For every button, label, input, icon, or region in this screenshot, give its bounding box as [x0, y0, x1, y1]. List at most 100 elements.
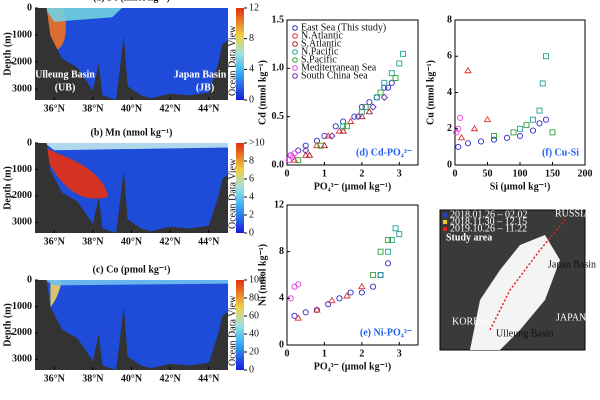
colorbar-tick-label: 8	[249, 155, 254, 166]
point	[339, 127, 347, 134]
point	[358, 103, 365, 111]
point	[291, 150, 298, 157]
point	[313, 306, 321, 313]
legend-marker	[443, 213, 447, 217]
map-label: KOREA	[452, 316, 487, 327]
point	[373, 94, 380, 101]
y-label: Cd (nmol kg⁻¹)	[257, 60, 268, 125]
map-label: JAPAN	[556, 312, 586, 323]
legend-marker	[443, 220, 447, 224]
point	[287, 152, 294, 159]
legend-marker	[443, 227, 447, 231]
legend-label: N.Pacific	[301, 46, 339, 57]
y-tick-label: 4	[279, 293, 284, 304]
point	[549, 129, 556, 136]
point	[366, 99, 373, 106]
x-tick-label: 3	[397, 348, 402, 359]
point	[380, 93, 388, 101]
point	[358, 289, 365, 296]
x-tick-label: 36°N	[44, 236, 66, 247]
map-label: Japan Basin	[548, 259, 596, 270]
x-tick-label: 40°N	[121, 103, 143, 114]
colorbar-tick-label: 0	[249, 364, 254, 375]
panel: East Sea (This study)N.AtlanticS.Atlanti…	[257, 14, 419, 192]
x-tick-label: 0	[285, 168, 290, 179]
point	[302, 146, 310, 155]
colorbar-tick-label: 6	[249, 173, 254, 184]
colorbar-tick-label: 0	[249, 94, 254, 105]
point	[362, 104, 369, 110]
point	[302, 309, 309, 316]
bathymetry	[35, 280, 228, 370]
point	[343, 123, 350, 130]
colorbar-tick-label: 12	[249, 2, 259, 13]
x-tick-label: 2	[359, 168, 364, 179]
point	[388, 237, 395, 243]
point	[295, 281, 302, 288]
bathymetry	[35, 8, 228, 100]
y-tick-label: 1.5	[272, 14, 285, 25]
point	[396, 60, 403, 67]
point	[529, 127, 537, 134]
point	[377, 272, 384, 278]
point	[455, 143, 462, 150]
legend-label: 2018.11.30 – 12.15	[450, 216, 527, 227]
point	[388, 79, 395, 86]
colorbar-tick-label: 40	[249, 328, 259, 339]
field-patch	[44, 8, 122, 22]
x-tick-label: 1	[322, 168, 327, 179]
colorbar-label: Ocean Data View	[227, 158, 238, 229]
colorbar-tick-label: 60	[249, 310, 259, 321]
colorbar-tick-label: 80	[249, 292, 259, 303]
point	[295, 157, 302, 164]
point	[325, 301, 332, 308]
legend-label: South China Sea	[301, 70, 368, 81]
point	[510, 129, 517, 136]
colorbar-tick-label: 2	[249, 209, 254, 220]
colorbar-tick-label: 4	[249, 191, 254, 202]
point	[335, 127, 344, 134]
annotation: Ulleung Basin	[35, 69, 95, 80]
legend-label: East Sea (This study)	[301, 22, 386, 33]
point	[370, 283, 377, 290]
legend-label: S.Atlantic	[301, 38, 342, 49]
point	[396, 231, 403, 238]
x-label: PO₄³⁻ (μmol kg⁻¹)	[314, 181, 391, 192]
point	[328, 132, 336, 140]
y-tick-label: 1000	[12, 301, 32, 312]
colorbar	[236, 8, 244, 100]
y-tick-label: 3000	[12, 217, 32, 228]
y-tick-label: 0.0	[272, 159, 285, 170]
point	[517, 125, 523, 132]
point	[291, 312, 298, 319]
point	[343, 292, 351, 299]
x-tick-label: 1	[322, 348, 327, 359]
x-tick-label: 42°N	[159, 236, 181, 247]
y-tick-label: 3000	[12, 83, 32, 94]
colorbar-tick-label: 0	[249, 227, 254, 238]
x-tick-label: 2	[359, 348, 364, 359]
colorbar-tick-label: >10	[249, 137, 265, 148]
point	[354, 113, 362, 121]
point	[289, 154, 296, 161]
point	[340, 123, 347, 130]
annotation: (UB)	[55, 82, 76, 93]
x-tick-label: 3	[397, 168, 402, 179]
point	[539, 80, 546, 87]
annotation: (d) Cd-PO₄³⁻	[356, 147, 412, 158]
point	[385, 237, 392, 243]
colorbar	[236, 280, 244, 370]
y-tick-label: 0	[27, 2, 32, 13]
bathymetry	[35, 143, 228, 233]
field-patch	[44, 143, 228, 151]
x-tick-label: 38°N	[82, 103, 104, 114]
point	[477, 138, 485, 145]
map: Study area RUSSIA KOREA JAPAN Japan Basin Ull…	[439, 208, 596, 351]
y-tick-label: 1.0	[272, 63, 285, 74]
colorbar-label: Ocean Data View	[227, 25, 238, 96]
point	[392, 225, 399, 232]
x-tick-label: 0	[453, 168, 458, 179]
point	[392, 75, 399, 81]
legend-marker	[292, 65, 298, 71]
panel: (e) Ni-PO₄³⁻ PO₄³⁻ (μmol kg⁻¹) Ni (nmol kg…	[257, 199, 419, 372]
